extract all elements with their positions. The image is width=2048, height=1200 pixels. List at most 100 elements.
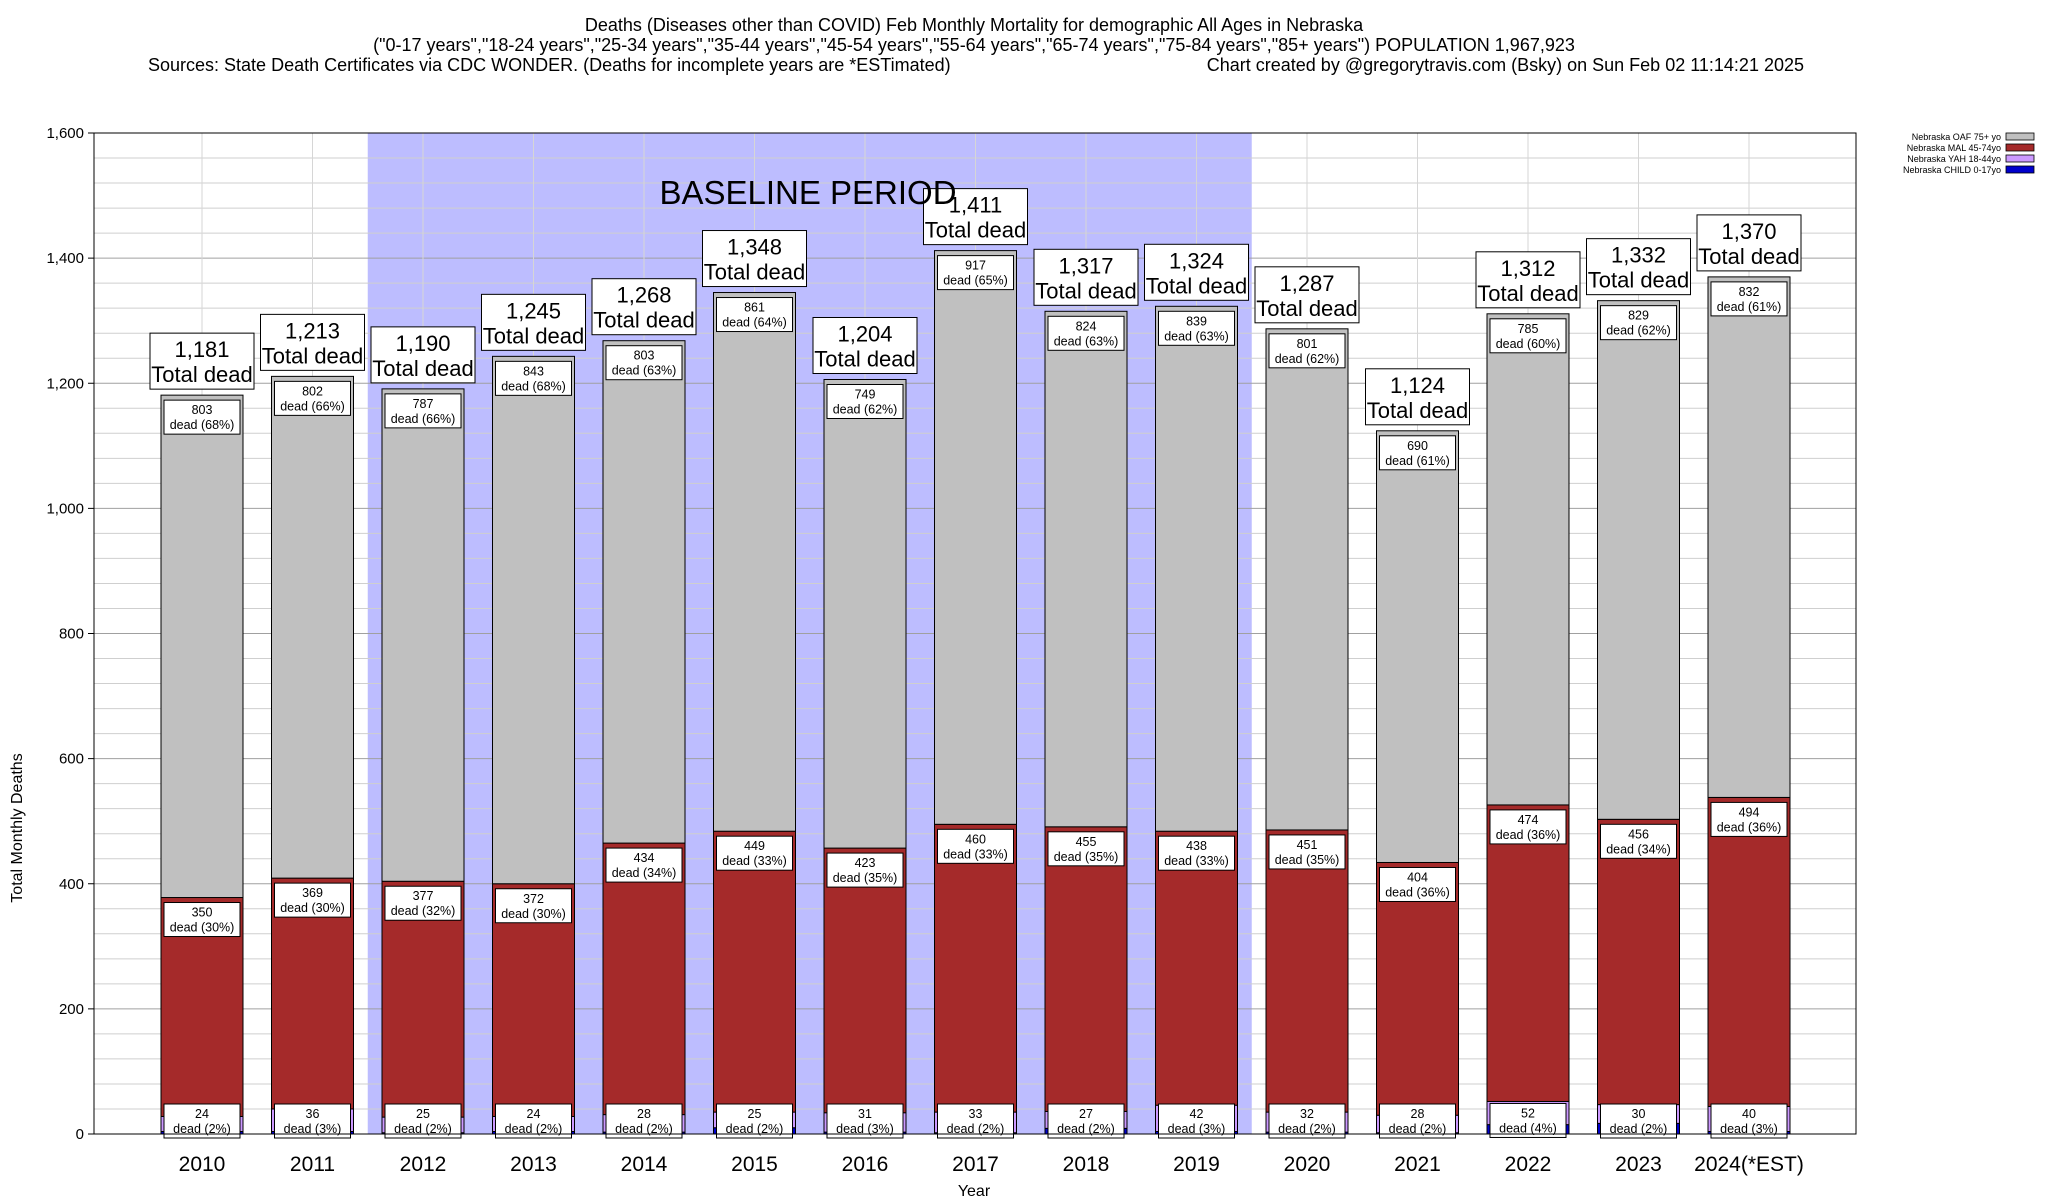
segment-value-label-mal: 369: [302, 886, 323, 900]
total-suffix-label: Total dead: [483, 323, 585, 348]
segment-pct-label-yah: dead (2%): [1278, 1122, 1336, 1136]
segment-value-label-yah: 36: [306, 1107, 320, 1121]
bar-segment-oaf: [934, 250, 1017, 825]
total-value-label: 1,204: [837, 321, 892, 346]
y-tick-label: 1,200: [46, 375, 84, 392]
plot-area: 02004006008001,0001,2001,4001,600803dead…: [46, 125, 1857, 1176]
segment-value-label-yah: 27: [1079, 1107, 1093, 1121]
bar-segment-oaf: [1265, 328, 1349, 831]
total-value-label: 1,312: [1500, 256, 1555, 281]
segment-label-box-yah: [1600, 1103, 1677, 1139]
bar-segment-oaf: [1376, 430, 1459, 863]
segment-label-box-yah: [1379, 1103, 1456, 1139]
bar-segment-oaf: [381, 388, 465, 882]
segment-value-label-mal: 455: [1076, 835, 1097, 849]
segment-label-box-oaf: [163, 399, 241, 435]
segment-pct-label-oaf: dead (68%): [501, 379, 566, 393]
total-value-label: 1,370: [1721, 219, 1776, 244]
segment-value-label-yah: 30: [1632, 1107, 1646, 1121]
total-suffix-label: Total dead: [151, 362, 253, 387]
legend-label: Nebraska YAH 18-44yo: [1907, 154, 2001, 164]
segment-label-box-mal: [826, 852, 904, 888]
segment-pct-label-oaf: dead (63%): [1054, 334, 1119, 348]
total-label-box: [591, 278, 697, 336]
x-tick-label: 2020: [1284, 1153, 1331, 1176]
segment-pct-label-mal: dead (33%): [1164, 854, 1229, 868]
segment-value-label-oaf: 832: [1739, 285, 1760, 299]
bar-segment-oaf: [492, 355, 575, 885]
x-axis-title: Year: [958, 1183, 991, 1200]
chart-sources: Sources: State Death Certificates via CD…: [148, 55, 951, 75]
total-value-label: 1,213: [285, 318, 340, 343]
x-tick-label: 2024(*EST): [1694, 1153, 1804, 1176]
total-suffix-label: Total dead: [1588, 268, 1690, 293]
segment-value-label-oaf: 839: [1186, 314, 1207, 328]
total-label-box: [1475, 251, 1581, 309]
segment-pct-label-mal: dead (30%): [501, 907, 566, 921]
x-tick-label: 2013: [510, 1153, 557, 1176]
x-tick-label: 2017: [952, 1153, 999, 1176]
segment-value-label-mal: 377: [413, 889, 434, 903]
segment-label-box-oaf: [716, 297, 793, 333]
segment-value-label-yah: 25: [416, 1107, 430, 1121]
total-suffix-label: Total dead: [372, 356, 474, 381]
segment-pct-label-mal: dead (35%): [1054, 850, 1119, 864]
segment-pct-label-mal: dead (34%): [1606, 842, 1671, 856]
segment-pct-label-oaf: dead (65%): [943, 274, 1008, 288]
total-label-box: [149, 332, 255, 390]
segment-pct-label-yah: dead (2%): [1057, 1122, 1115, 1136]
total-suffix-label: Total dead: [1146, 273, 1248, 298]
total-value-label: 1,245: [506, 298, 561, 323]
segment-label-box-mal: [1710, 801, 1788, 837]
total-label-box: [370, 326, 476, 384]
segment-pct-label-yah: dead (2%): [615, 1122, 673, 1136]
segment-value-label-yah: 24: [527, 1107, 541, 1121]
segment-pct-label-oaf: dead (63%): [612, 364, 677, 378]
segment-value-label-yah: 31: [858, 1107, 872, 1121]
x-tick-label: 2010: [179, 1153, 226, 1176]
total-value-label: 1,190: [395, 331, 450, 356]
legend-label: Nebraska MAL 45-74yo: [1907, 143, 2001, 153]
segment-value-label-mal: 372: [523, 892, 544, 906]
segment-pct-label-mal: dead (30%): [170, 921, 235, 935]
total-value-label: 1,324: [1169, 248, 1224, 273]
segment-label-box-mal: [1047, 831, 1125, 867]
segment-value-label-oaf: 787: [413, 397, 434, 411]
bar-segment-oaf: [1044, 310, 1128, 828]
bar-segment-oaf: [271, 375, 354, 879]
segment-label-box-mal: [1379, 866, 1456, 902]
segment-label-box-oaf: [1710, 281, 1788, 317]
segment-label-box-yah: [1047, 1103, 1125, 1139]
total-label-box: [1586, 238, 1691, 296]
bar-segment-mal: [1486, 804, 1570, 1102]
x-tick-label: 2021: [1394, 1153, 1441, 1176]
x-tick-label: 2015: [731, 1153, 778, 1176]
segment-pct-label-oaf: dead (66%): [280, 399, 345, 413]
segment-label-box-oaf: [1158, 310, 1235, 346]
total-suffix-label: Total dead: [1035, 278, 1137, 303]
segment-label-box-oaf: [1268, 333, 1346, 369]
segment-label-box-oaf: [1600, 305, 1677, 341]
segment-value-label-yah: 52: [1521, 1106, 1535, 1120]
x-tick-label: 2011: [290, 1153, 335, 1176]
segment-label-box-oaf: [1379, 435, 1456, 471]
segment-value-label-yah: 42: [1190, 1107, 1204, 1121]
y-tick-label: 800: [59, 626, 84, 643]
segment-label-box-yah: [274, 1103, 351, 1139]
segment-label-box-oaf: [826, 383, 904, 419]
segment-label-box-oaf: [384, 393, 462, 429]
total-label-box: [1144, 243, 1249, 301]
total-label-box: [481, 293, 586, 351]
segment-value-label-mal: 456: [1628, 827, 1649, 841]
bar-segment-mal: [1376, 861, 1459, 1116]
total-value-label: 1,411: [949, 193, 1002, 218]
segment-label-box-mal: [1158, 835, 1235, 871]
segment-value-label-mal: 449: [744, 839, 765, 853]
total-suffix-label: Total dead: [1698, 244, 1800, 269]
segment-value-label-oaf: 803: [192, 403, 213, 417]
segment-value-label-mal: 434: [634, 851, 655, 865]
segment-label-box-oaf: [605, 345, 683, 381]
segment-value-label-oaf: 802: [302, 384, 323, 398]
segment-label-box-mal: [605, 847, 683, 883]
